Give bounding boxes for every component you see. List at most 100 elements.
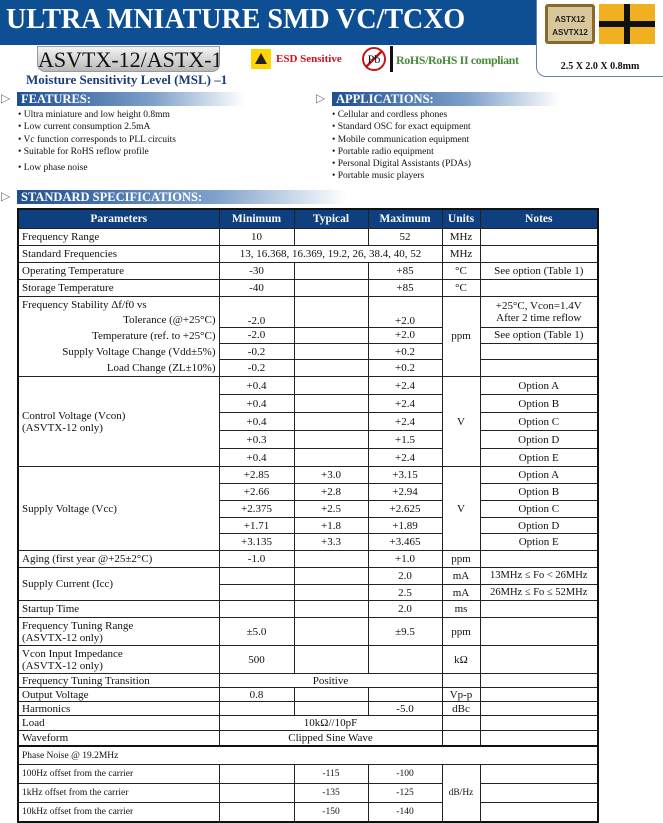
applications-heading: APPLICATIONS: [332, 92, 560, 106]
table-row: 1kHz offset from the carrier -135 -125 [17, 783, 599, 804]
param: 100Hz offset from the carrier [17, 764, 220, 785]
note [479, 645, 599, 675]
typ [293, 394, 369, 414]
product-image-box: ASTX12 ASVTX12 2.5 X 2.0 X 0.8mm [536, 0, 663, 77]
min: -40 [218, 278, 295, 297]
unit: °C [441, 261, 481, 280]
note [479, 730, 599, 747]
table-row: -0.2 +0.2 [18, 343, 599, 361]
min [218, 764, 295, 785]
table-row: Supply Current (Icc) 2.0 mA 13MHz ≤ Fo < 26… [17, 567, 599, 602]
note: Option C [479, 500, 599, 519]
note [479, 715, 599, 732]
divider [390, 46, 393, 72]
column-header: Parameters [17, 208, 220, 229]
min: -1.0 [218, 550, 295, 569]
chip-bottom-pads-image [599, 4, 655, 44]
min: +0.4 [218, 376, 295, 396]
typ [293, 617, 369, 647]
param-control-voltage: Control Voltage (Vcon) (ASVTX-12 only) [17, 376, 220, 468]
note: Option B [479, 483, 599, 502]
param-title: Frequency Tuning Range [22, 619, 134, 632]
typ [293, 645, 369, 675]
note [479, 701, 599, 717]
max: +1.0 [367, 550, 443, 569]
min: ±5.0 [218, 617, 295, 647]
typ [293, 326, 369, 345]
param: Aging (first year @+25±2°C) [17, 550, 220, 569]
param: 1kHz offset from the carrier [17, 783, 220, 804]
unit: dB/Hz [441, 764, 481, 823]
min [218, 701, 295, 717]
list-item: Suitable for RoHS reflow profile [18, 146, 176, 158]
typ [293, 261, 369, 280]
max: -140 [367, 802, 443, 823]
table-row: +3.135 +3.3 +3.465 Option E [18, 533, 599, 552]
min: +0.4 [218, 448, 295, 468]
max: +2.0 [367, 326, 443, 345]
typ [293, 376, 369, 396]
max: -100 [367, 764, 443, 785]
min: -0.2 [218, 343, 295, 361]
typ [293, 343, 369, 361]
table-row: Vcon Input Impedance (ASVTX-12 only) 500 kΩ [17, 645, 599, 675]
max: +0.2 [367, 359, 443, 378]
unit: MHz [441, 244, 481, 263]
unit: V [441, 466, 481, 552]
specifications-table: Parameters Minimum Typical Maximum Units Note… [17, 208, 599, 823]
max: 2.5 [367, 584, 443, 602]
table-row: Harmonics -5.0 dBc [17, 701, 599, 717]
min: -2.0 [218, 326, 295, 345]
note: Option E [479, 533, 599, 552]
typ: -135 [293, 783, 369, 804]
max: 2.0 [367, 567, 443, 586]
min: 0.8 [218, 687, 295, 703]
unit: ms [441, 600, 481, 619]
column-header: Maximum [367, 208, 443, 229]
min: +1.71 [218, 517, 295, 535]
min: +3.135 [218, 533, 295, 552]
max: +85 [367, 261, 443, 280]
min [218, 584, 295, 602]
table-row: Storage Temperature -40 +85 °C [17, 278, 599, 297]
min: +2.66 [218, 483, 295, 502]
typ [293, 600, 369, 619]
table-row: Frequency Tuning Transition Positive [17, 673, 599, 689]
note: Option E [479, 448, 599, 468]
table-row: +2.375 +2.5 +2.625 Option C [18, 500, 599, 519]
unit: mA [441, 584, 481, 602]
note: See option (Table 1) [479, 261, 599, 280]
table-row: Control Voltage (Vcon) (ASVTX-12 only) +0… [17, 376, 599, 468]
param: Startup Time [17, 600, 220, 619]
note [479, 617, 599, 647]
max: +0.2 [367, 343, 443, 361]
min: -2.0 [218, 295, 295, 328]
arrow-icon: ▷ [1, 91, 11, 105]
table-row: Standard Frequencies 13, 16.368, 16.369, … [17, 244, 599, 263]
pb-free-icon: Pb [362, 47, 386, 71]
min [218, 600, 295, 619]
sub-param: Load Change (ZL±10%) [106, 361, 216, 374]
esd-label: ESD Sensitive [276, 53, 342, 65]
unit [441, 673, 481, 689]
list-item: Ultra miniature and low height 0.8mm [18, 109, 176, 121]
min: +2.85 [218, 466, 295, 485]
max: -5.0 [367, 701, 443, 717]
unit [441, 730, 481, 747]
column-header: Typical [293, 208, 369, 229]
min [218, 567, 295, 586]
note [479, 600, 599, 619]
note: Option D [479, 430, 599, 450]
typ: +1.8 [293, 517, 369, 535]
sub-param: Tolerance (@+25°C) [123, 314, 216, 327]
page-title: ULTRA MNIATURE SMD VC/TCXO [6, 4, 466, 35]
unit: ppm [441, 550, 481, 569]
chip-top-image: ASTX12 ASVTX12 [545, 4, 595, 44]
param-supply-voltage: Supply Voltage (Vcc) [17, 466, 220, 552]
min: +0.4 [218, 412, 295, 432]
typ: +2.5 [293, 500, 369, 519]
typ [293, 412, 369, 432]
max: +85 [367, 278, 443, 297]
note: Option B [479, 394, 599, 414]
max: 2.0 [367, 600, 443, 619]
